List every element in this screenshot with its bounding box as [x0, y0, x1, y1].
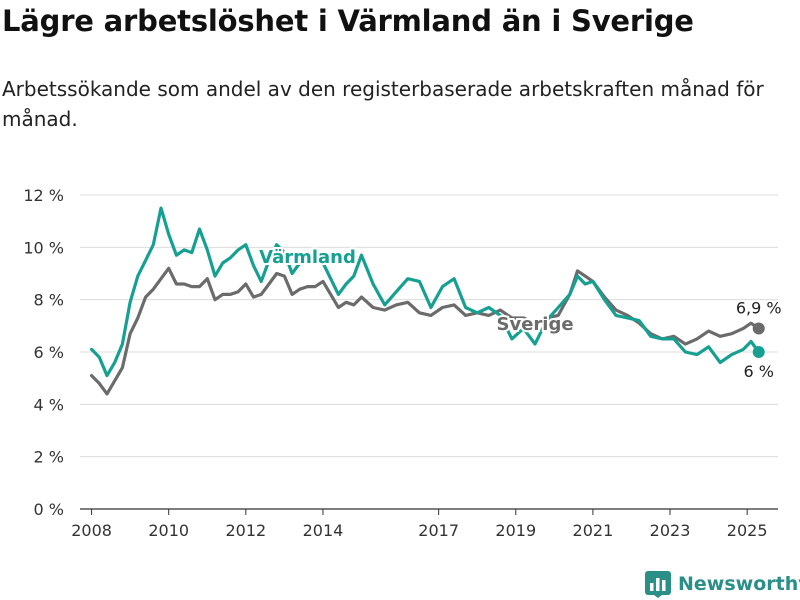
- series-line-sverige: [90, 266, 761, 396]
- x-tick-label: 2021: [573, 521, 614, 540]
- x-tick-label: 2008: [71, 521, 112, 540]
- line-chart: 0 % 2 % 4 % 6 % 8 % 10 % 12 % 2008 2010 2012 2014…: [23, 186, 782, 540]
- y-tick-label: 4 %: [34, 395, 64, 414]
- series-end-point-sverige: [752, 322, 765, 335]
- y-tick-label: 8 %: [34, 291, 64, 310]
- y-tick-label: 6 %: [34, 343, 64, 362]
- x-tick-label: 2019: [495, 521, 536, 540]
- brand-name: Newsworthy: [678, 573, 800, 595]
- x-tick-label: 2014: [303, 521, 344, 540]
- chart-labels: Värmland Sverige 6,9 % 6 %: [257, 245, 782, 381]
- y-tick-label: 0 %: [34, 500, 64, 519]
- y-axis-ticks: 0 % 2 % 4 % 6 % 8 % 10 % 12 %: [23, 186, 64, 519]
- end-value-label-varmland: 6 %: [743, 362, 773, 381]
- y-tick-label: 2 %: [34, 448, 64, 467]
- x-tick-label: 2010: [148, 521, 189, 540]
- series-name-sverige: Sverige: [497, 314, 574, 335]
- x-tick-label: 2017: [418, 521, 459, 540]
- series-end-point-varmland: [752, 346, 765, 358]
- chart-gridlines: [80, 194, 778, 510]
- end-value-label-sverige: 6,9 %: [736, 298, 782, 317]
- page-title: Lägre arbetslöshet i Värmland än i Sveri…: [2, 4, 694, 38]
- bar-chart-logo-icon: [645, 571, 671, 598]
- chart-series: [90, 206, 765, 396]
- newsworthy-brand: Newsworthy: [644, 570, 800, 598]
- y-tick-label: 12 %: [23, 186, 64, 205]
- x-axis-ticks: 2008 2010 2012 2014 2017 2019 2021 2023 2025: [71, 509, 768, 540]
- y-tick-label: 10 %: [23, 238, 64, 257]
- page-subtitle: Arbetssökande som andel av den registerb…: [2, 77, 764, 131]
- x-tick-label: 2012: [225, 521, 266, 540]
- x-tick-label: 2023: [650, 521, 691, 540]
- series-name-varmland: Värmland: [259, 247, 356, 268]
- series-line-varmland: [90, 206, 761, 378]
- x-tick-label: 2025: [727, 521, 768, 540]
